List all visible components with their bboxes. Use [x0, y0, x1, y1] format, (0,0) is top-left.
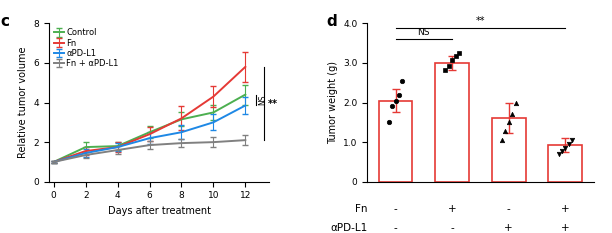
Text: NS: NS: [417, 28, 430, 37]
Legend: Control, Fn, αPD-L1, Fn + αPD-L1: Control, Fn, αPD-L1, Fn + αPD-L1: [53, 27, 120, 69]
Text: -: -: [450, 223, 454, 233]
Text: NS: NS: [258, 95, 267, 105]
Bar: [435, 63, 469, 182]
Text: d: d: [326, 14, 337, 29]
Text: -: -: [394, 223, 397, 233]
Bar: [548, 145, 583, 182]
Text: +: +: [561, 223, 570, 233]
X-axis label: Days after treatment: Days after treatment: [108, 206, 211, 216]
Text: -: -: [394, 204, 397, 214]
Text: αPD-L1: αPD-L1: [330, 223, 367, 233]
Bar: [378, 101, 412, 182]
Bar: [492, 118, 526, 182]
Text: +: +: [448, 204, 457, 214]
Text: +: +: [561, 204, 570, 214]
Y-axis label: Tumor weight (g): Tumor weight (g): [327, 61, 338, 144]
Text: c: c: [1, 14, 10, 29]
Text: -: -: [507, 204, 510, 214]
Text: Fn: Fn: [355, 204, 367, 214]
Text: **: **: [267, 99, 278, 109]
Text: **: **: [476, 17, 485, 27]
Text: +: +: [504, 223, 513, 233]
Y-axis label: Relative tumor volume: Relative tumor volume: [18, 47, 28, 158]
